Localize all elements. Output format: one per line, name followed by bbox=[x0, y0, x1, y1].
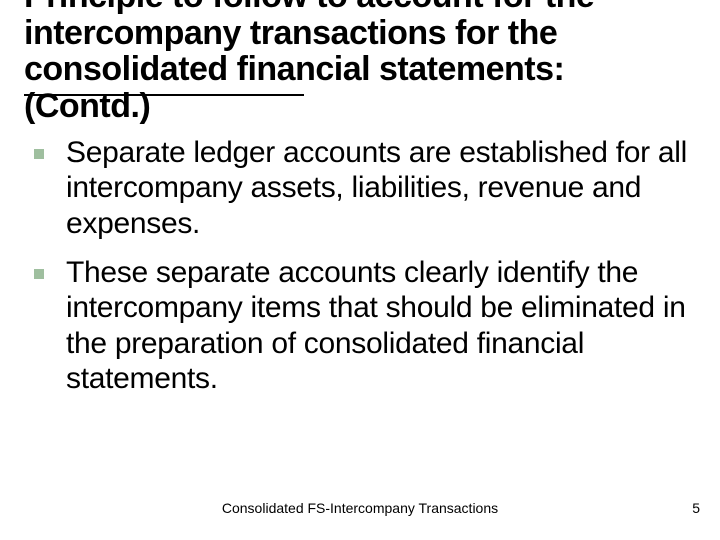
bullet-square-icon bbox=[34, 149, 44, 159]
title-text: Principle to follow to account for the i… bbox=[24, 0, 696, 125]
footer-center-text: Consolidated FS-Intercompany Transaction… bbox=[222, 500, 498, 516]
bullet-square-icon bbox=[34, 269, 44, 279]
page-number: 5 bbox=[692, 500, 700, 516]
slide-title: Principle to follow to account for the i… bbox=[24, 0, 696, 125]
list-item: These separate accounts clearly identify… bbox=[24, 255, 696, 397]
slide: Principle to follow to account for the i… bbox=[0, 0, 720, 518]
bullet-text: These separate accounts clearly identify… bbox=[66, 255, 696, 397]
bullet-text: Separate ledger accounts are established… bbox=[66, 135, 696, 241]
bullet-list: Separate ledger accounts are established… bbox=[24, 135, 696, 397]
title-underline bbox=[24, 94, 304, 96]
list-item: Separate ledger accounts are established… bbox=[24, 135, 696, 241]
